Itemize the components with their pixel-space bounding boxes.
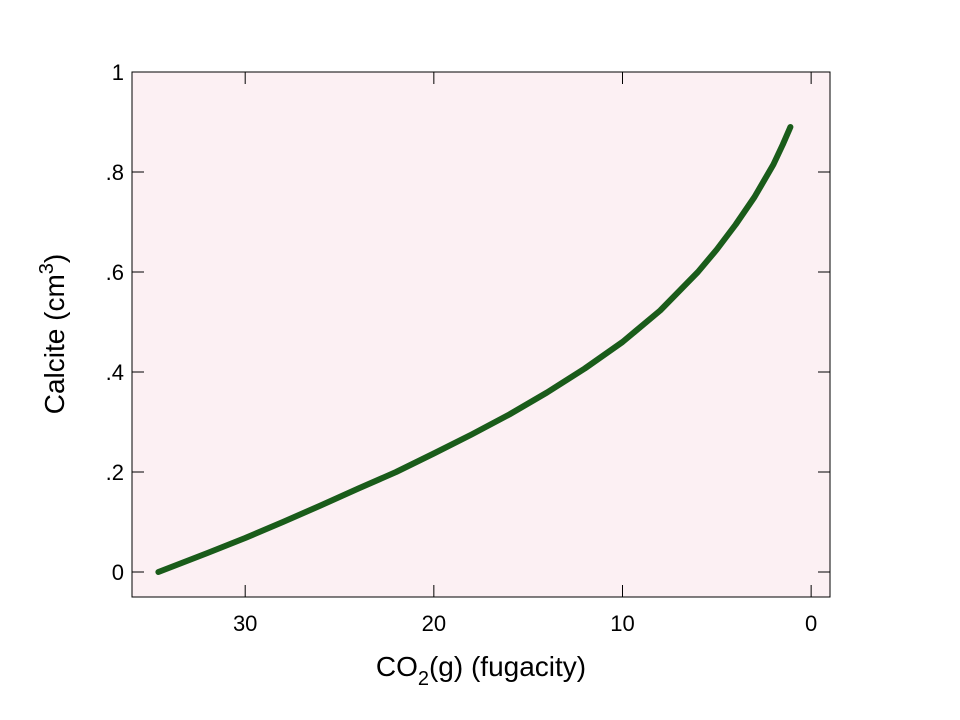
x-tick-label: 0 <box>805 611 817 636</box>
x-axis-title-main: CO <box>376 651 418 682</box>
x-axis-title: CO2(g) (fugacity) <box>376 651 586 690</box>
plot-area <box>132 72 830 597</box>
y-tick-label: .6 <box>106 260 124 285</box>
y-axis-title-main: Calcite (cm <box>39 274 70 414</box>
y-axis-title-close: ) <box>39 254 70 263</box>
series-line <box>155 124 794 575</box>
x-axis-title-rest: (g) (fugacity) <box>429 651 586 682</box>
y-axis-title-superscript: 3 <box>36 263 58 274</box>
y-tick-label: .4 <box>106 360 124 385</box>
plot-frame <box>131 71 831 598</box>
y-tick-label: 1 <box>112 60 124 85</box>
x-tick-label: 20 <box>422 611 446 636</box>
x-tick-label: 30 <box>233 611 257 636</box>
y-axis-title: Calcite (cm3) <box>36 254 70 414</box>
ticks-group <box>132 71 830 597</box>
y-tick-label: .8 <box>106 160 124 185</box>
y-tick-label: .2 <box>106 460 124 485</box>
x-axis-title-subscript: 2 <box>418 668 429 690</box>
tick-labels-group: 30 20 10 0 0 .2 .4 .6 .8 1 <box>106 60 818 636</box>
y-tick-label: 0 <box>112 560 124 585</box>
x-tick-label: 10 <box>610 611 634 636</box>
